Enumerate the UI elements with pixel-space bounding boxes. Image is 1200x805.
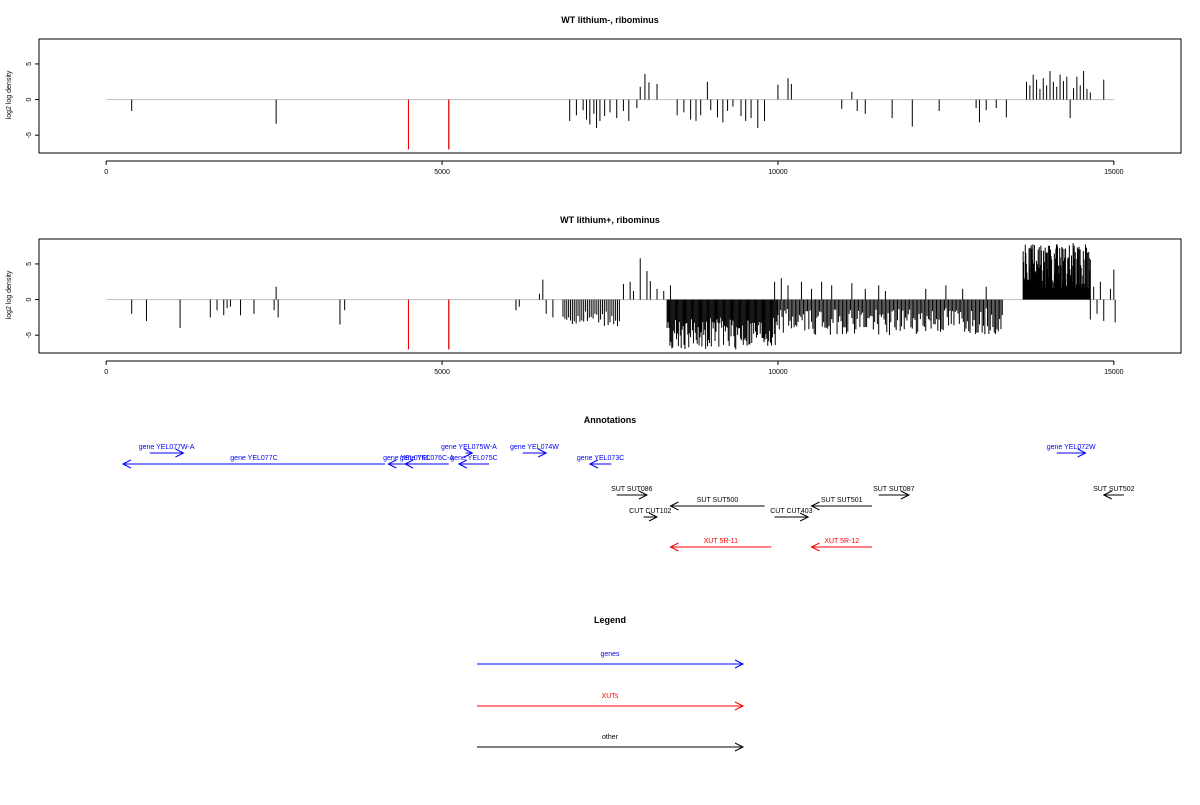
x-tick-label: 0 <box>104 369 108 376</box>
feature-label: gene YEL076C <box>383 455 430 462</box>
annotations-title: Annotations <box>584 415 637 425</box>
x-tick-label: 10000 <box>768 169 788 176</box>
arrow-head <box>1077 448 1087 458</box>
legend-item-xut: XUTs <box>477 693 745 711</box>
chart-2-title: WT lithium+, ribominus <box>560 215 660 225</box>
feature-label: gene YEL076C-A <box>400 455 455 462</box>
legend-panel: Legend genes XUTs other <box>477 615 745 752</box>
arrow-head <box>810 501 820 511</box>
gene-arrow: gene YEL074W <box>510 444 559 458</box>
feature-arrow: SUT SUT087 <box>873 486 915 500</box>
arrow-head <box>734 701 745 711</box>
arrow-head <box>669 542 679 552</box>
feature-label: XUT 5R-11 <box>704 538 738 545</box>
y-tick-label: -5 <box>26 132 33 138</box>
gene-arrow: gene YEL075W-A <box>441 444 497 458</box>
arrow-head <box>387 459 397 469</box>
feature-label: SUT SUT086 <box>611 486 653 493</box>
feature-label: gene YEL072W <box>1047 444 1096 451</box>
feature-label: CUT CUT102 <box>629 508 671 515</box>
feature-arrow: SUT SUT500 <box>669 497 765 511</box>
legend-item-label: genes <box>600 651 620 658</box>
y-tick-label: 0 <box>26 98 33 102</box>
annotation-features: gene YEL077W-A gene YEL075W-A gene YEL074W… <box>121 444 1135 552</box>
chart-2-bars <box>131 243 1116 350</box>
feature-label: gene YEL075C <box>450 455 497 462</box>
gene-arrow: gene YEL077W-A <box>139 444 195 458</box>
chart-panel-1: WT lithium-, ribominus log2 log density … <box>6 15 1182 176</box>
feature-label: XUT 5R-12 <box>824 538 859 545</box>
arrow-head <box>638 490 649 500</box>
feature-arrow: CUT CUT403 <box>770 508 813 522</box>
gene-arrow: gene YEL077C <box>121 455 385 469</box>
feature-arrow: SUT SUT502 <box>1093 486 1135 500</box>
feature-label: CUT CUT403 <box>770 508 812 515</box>
arrow-head <box>175 448 185 458</box>
chart-1-bars <box>131 71 1105 150</box>
y-tick-label: 5 <box>26 62 33 66</box>
chart-panel-2: WT lithium+, ribominus log2 log density … <box>6 215 1182 376</box>
feature-label: SUT SUT502 <box>1093 486 1135 493</box>
feature-label: SUT SUT500 <box>697 497 739 504</box>
chart-2-y-axis: -5 0 5 <box>26 262 40 338</box>
feature-label: gene YEL075W-A <box>441 444 497 451</box>
chart-1-x-axis: 0 5000 10000 15000 <box>104 160 1124 176</box>
feature-arrow: SUT SUT086 <box>611 486 653 500</box>
feature-label: gene YEL077C <box>230 455 277 462</box>
x-tick-label: 15000 <box>1104 369 1124 376</box>
x-tick-label: 0 <box>104 169 108 176</box>
arrow-head <box>121 459 132 469</box>
feature-label: gene YEL074W <box>510 444 559 451</box>
arrow-head <box>799 512 810 522</box>
x-tick-label: 5000 <box>434 169 450 176</box>
chart-2-ylabel: log2 log density <box>6 270 13 319</box>
arrow-head <box>588 459 599 469</box>
arrow-head <box>648 512 659 522</box>
gene-arrow: gene YEL075C <box>450 455 498 469</box>
legend-item-label: other <box>602 734 619 741</box>
arrow-head <box>734 659 745 669</box>
legend-item-other: other <box>477 734 745 752</box>
chart-1-y-axis: -5 0 5 <box>26 62 40 138</box>
arrow-head <box>1102 490 1112 500</box>
feature-label: SUT SUT501 <box>821 497 863 504</box>
xut-arrow: XUT 5R-12 <box>810 538 872 552</box>
gene-arrow: gene YEL076C-A <box>400 455 455 469</box>
feature-arrow: SUT SUT501 <box>810 497 872 511</box>
legend-items: genes XUTs other <box>477 651 745 752</box>
y-tick-label: -5 <box>26 332 33 338</box>
feature-label: gene YEL077W-A <box>139 444 195 451</box>
arrow-head <box>734 742 745 752</box>
y-tick-label: 5 <box>26 262 33 266</box>
arrow-head <box>537 448 548 458</box>
x-tick-label: 10000 <box>768 369 788 376</box>
legend-item-label: XUTs <box>602 693 619 700</box>
x-tick-label: 5000 <box>434 369 450 376</box>
gene-arrow: gene YEL073C <box>577 455 624 469</box>
arrow-head <box>403 459 414 469</box>
gene-arrow: gene YEL072W <box>1047 444 1096 458</box>
arrow-head <box>669 501 679 511</box>
arrow-head <box>810 542 820 552</box>
chart-2-x-axis: 0 5000 10000 15000 <box>104 360 1124 376</box>
arrow-head <box>464 448 474 458</box>
chart-1-ylabel: log2 log density <box>6 70 13 119</box>
chart-1-title: WT lithium-, ribominus <box>561 15 659 25</box>
annotations-panel: Annotations gene YEL077W-A gene YEL075W-A… <box>121 415 1135 552</box>
feature-arrow: CUT CUT102 <box>629 508 672 522</box>
legend-title: Legend <box>594 615 626 625</box>
legend-item-gene: genes <box>477 651 745 669</box>
x-tick-label: 15000 <box>1104 169 1124 176</box>
feature-label: SUT SUT087 <box>873 486 915 493</box>
arrow-head <box>457 459 468 469</box>
arrow-head <box>900 490 911 500</box>
feature-label: gene YEL073C <box>577 455 624 462</box>
y-tick-label: 0 <box>26 298 33 302</box>
xut-arrow: XUT 5R-11 <box>669 538 772 552</box>
